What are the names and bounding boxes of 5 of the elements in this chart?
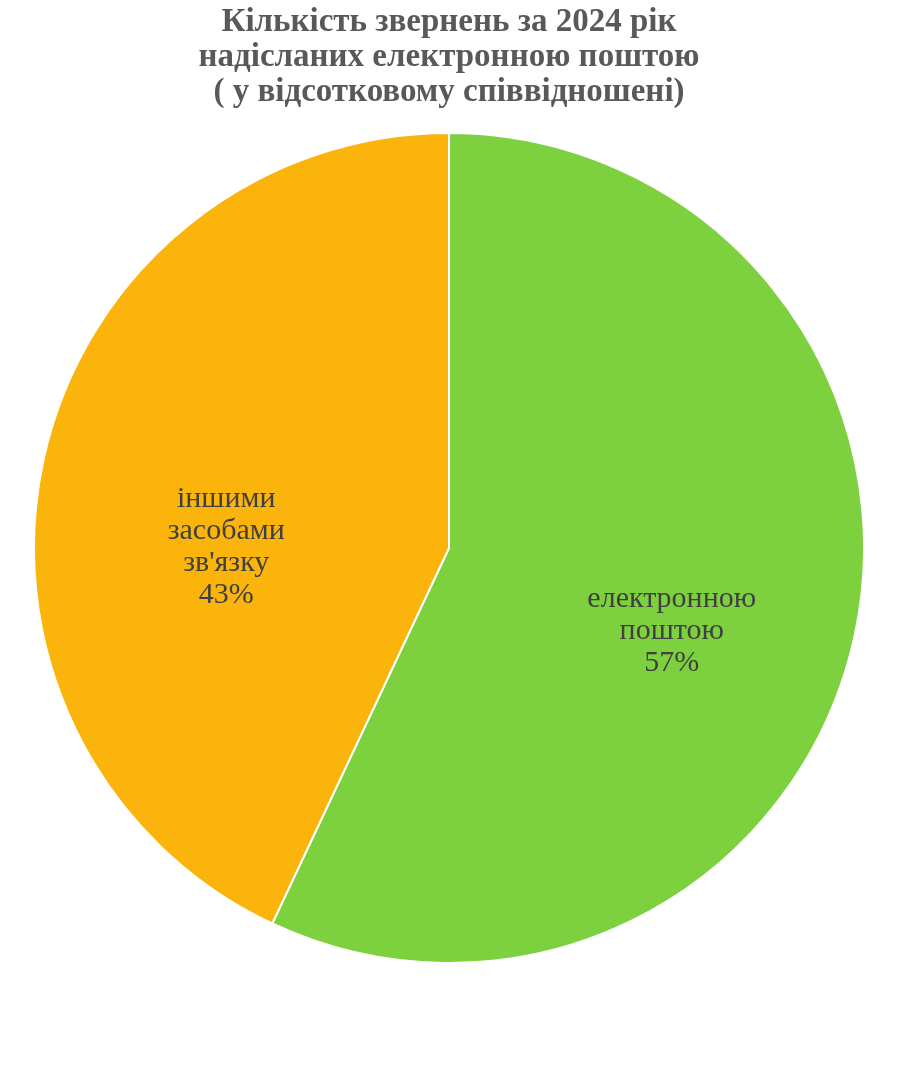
slice-label: електронною поштою xyxy=(587,579,757,645)
slice-label: іншими засобами зв'язку xyxy=(167,480,285,578)
chart-title: Кількість звернень за 2024 рік надісланих електронною поштою ( у відсотковому співвідношені) xyxy=(198,2,700,109)
data-label: 57% xyxy=(644,643,700,677)
data-label: 43% xyxy=(198,576,254,610)
